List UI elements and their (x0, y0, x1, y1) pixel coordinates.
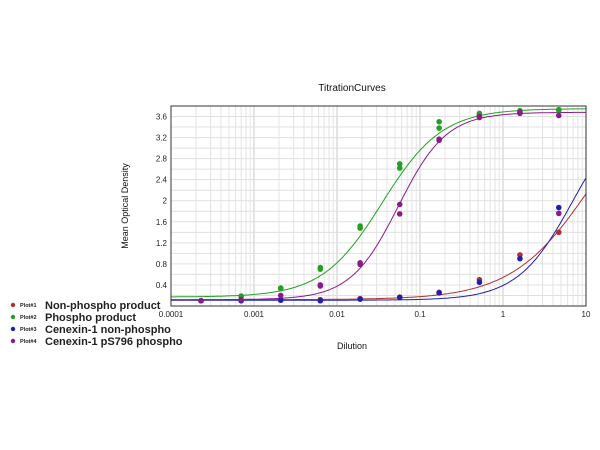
data-point (396, 165, 403, 171)
data-point (317, 297, 324, 304)
y-tick-label: 3.2 (156, 134, 168, 143)
data-point (436, 136, 442, 142)
data-point (476, 279, 483, 286)
x-tick-label: 0.01 (329, 310, 345, 319)
data-point (317, 282, 324, 288)
data-point (396, 161, 403, 167)
legend-label: Non-phospho product (45, 300, 161, 312)
grid (170, 106, 586, 306)
x-tick-label: 1 (501, 310, 506, 319)
data-point (476, 113, 483, 120)
data-point (555, 106, 562, 113)
y-tick-label: 2.4 (156, 176, 168, 185)
legend-marker (10, 338, 16, 344)
fit-curve (171, 193, 587, 301)
legend: Plot#1 Non-phospho product Plot#2 Phospho p… (10, 300, 183, 348)
y-axis-title: Mean Optical Density (120, 163, 130, 249)
data-point (396, 294, 403, 301)
data-point (317, 264, 324, 271)
data-point (555, 112, 562, 119)
data-points (198, 106, 562, 304)
data-point (436, 290, 442, 296)
plot-frame (170, 105, 587, 307)
legend-label: Phospho product (45, 312, 136, 324)
data-point (517, 255, 523, 262)
x-tick-label: 0.001 (244, 310, 265, 319)
legend-tag: Plot#1 (20, 303, 37, 309)
legend-label: Cenexin-1 pS796 phospho (45, 336, 183, 348)
x-tick-labels: 0.0001 0.001 0.01 0.1 1 10 (159, 310, 591, 319)
data-point (436, 125, 442, 131)
legend-tag: Plot#2 (20, 315, 37, 321)
fit-curve (171, 108, 587, 298)
data-point (436, 118, 442, 125)
data-point (555, 229, 562, 236)
legend-tag: Plot#4 (20, 339, 37, 345)
legend-tag: Plot#3 (20, 327, 37, 333)
data-point (396, 211, 403, 217)
chart-title: TitrationCurves (318, 83, 385, 94)
x-tick-label: 0.0001 (159, 310, 184, 319)
legend-marker (10, 314, 16, 320)
data-point (238, 296, 244, 303)
x-axis-title: Dilution (337, 341, 367, 351)
data-point (357, 296, 363, 302)
y-tick-labels: 0.4 0.8 1.2 1.6 2 2.4 2.8 3.2 3.6 (156, 113, 168, 290)
y-tick-label: 0.8 (156, 260, 168, 269)
legend-label: Cenexin-1 non-phospho (45, 324, 171, 336)
y-tick-label: 1.2 (156, 239, 168, 248)
data-point (517, 109, 523, 116)
y-tick-label: 0.4 (156, 281, 168, 290)
legend-marker (10, 302, 16, 308)
data-point (555, 204, 562, 211)
data-point (396, 201, 403, 208)
x-tick-label: 0.1 (414, 310, 426, 319)
y-tick-label: 3.6 (156, 113, 168, 122)
fit-curve (171, 177, 587, 301)
data-point (357, 260, 363, 266)
data-point (198, 297, 204, 304)
data-point (277, 292, 284, 299)
data-point (357, 223, 363, 229)
y-tick-label: 2 (163, 197, 168, 206)
data-point (277, 285, 284, 291)
data-point (277, 297, 284, 304)
legend-marker (10, 326, 16, 332)
y-tick-label: 1.6 (156, 218, 168, 227)
y-tick-label: 2.8 (156, 155, 168, 164)
data-point (555, 210, 562, 217)
x-tick-label: 10 (582, 310, 591, 319)
